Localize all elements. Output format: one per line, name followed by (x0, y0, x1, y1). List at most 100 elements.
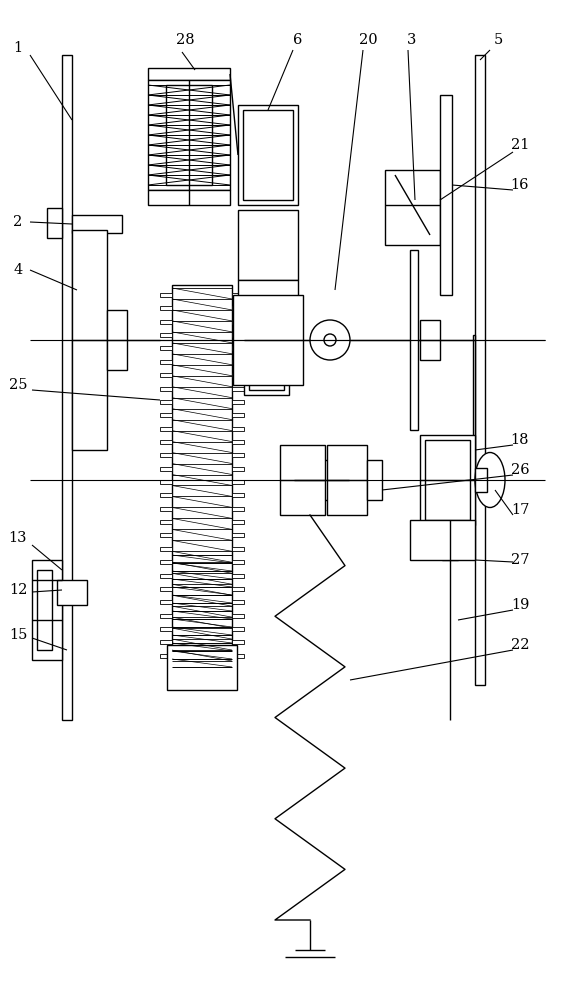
Bar (47, 208, 62, 238)
Bar (232, 480, 244, 484)
Text: 26: 26 (511, 463, 529, 477)
Bar (148, 190, 230, 205)
Bar (349, 470, 359, 490)
Bar (232, 507, 244, 511)
Bar (232, 346, 244, 350)
Bar (160, 386, 172, 390)
Bar (232, 654, 244, 658)
Bar (160, 533, 172, 537)
Text: 3: 3 (407, 33, 416, 47)
Bar (475, 468, 487, 492)
Text: 25: 25 (9, 378, 27, 392)
Bar (160, 587, 172, 591)
Bar (232, 453, 244, 457)
Bar (232, 320, 244, 324)
Bar (280, 445, 325, 515)
Ellipse shape (324, 334, 336, 346)
Bar (57, 580, 87, 605)
Text: 19: 19 (511, 598, 529, 612)
Bar (473, 335, 475, 485)
Bar (238, 210, 298, 280)
Text: 27: 27 (511, 553, 529, 567)
Bar (160, 614, 172, 618)
Bar (232, 400, 244, 404)
Bar (420, 435, 475, 525)
Text: 5: 5 (494, 33, 503, 47)
Bar (232, 560, 244, 564)
Bar (160, 600, 172, 604)
Bar (232, 547, 244, 551)
Bar (232, 627, 244, 631)
Bar (37, 570, 52, 650)
Bar (294, 450, 324, 510)
Bar (160, 413, 172, 417)
Bar (243, 110, 293, 200)
Bar (148, 80, 230, 190)
Bar (160, 373, 172, 377)
Bar (72, 215, 122, 233)
Bar (232, 587, 244, 591)
Bar (160, 547, 172, 551)
Bar (385, 170, 440, 245)
Ellipse shape (310, 320, 350, 360)
Bar (232, 640, 244, 644)
Bar (160, 320, 172, 324)
Bar (160, 627, 172, 631)
Bar (160, 640, 172, 644)
Text: 6: 6 (293, 33, 302, 47)
Bar (160, 574, 172, 578)
Bar (233, 295, 303, 385)
Bar (160, 520, 172, 524)
Bar (232, 427, 244, 431)
Bar (410, 520, 475, 560)
Ellipse shape (475, 452, 505, 508)
Text: 18: 18 (511, 433, 529, 447)
Bar (148, 68, 230, 80)
Text: 28: 28 (176, 33, 194, 47)
Text: 13: 13 (9, 531, 27, 545)
Bar (232, 533, 244, 537)
Bar (166, 85, 212, 185)
Bar (420, 320, 440, 360)
Bar (32, 560, 62, 660)
Bar (160, 560, 172, 564)
Bar (160, 293, 172, 297)
Text: 20: 20 (359, 33, 377, 47)
Text: 2: 2 (13, 215, 22, 229)
Bar (232, 467, 244, 471)
Bar (475, 55, 485, 685)
Text: 17: 17 (511, 503, 529, 517)
Bar (160, 400, 172, 404)
Bar (160, 346, 172, 350)
Bar (232, 293, 244, 297)
Bar (160, 480, 172, 484)
Bar (232, 440, 244, 444)
Bar (232, 413, 244, 417)
Bar (232, 520, 244, 524)
Text: 1: 1 (13, 41, 22, 55)
Text: 22: 22 (511, 638, 529, 652)
Text: 16: 16 (511, 178, 529, 192)
Bar (238, 105, 298, 205)
Bar (249, 290, 284, 390)
Bar (324, 460, 349, 500)
Bar (62, 55, 72, 720)
Bar (160, 360, 172, 364)
Bar (172, 285, 232, 675)
Text: 21: 21 (511, 138, 529, 152)
Bar (160, 427, 172, 431)
Text: 15: 15 (9, 628, 27, 642)
Bar (72, 230, 107, 450)
Bar (440, 95, 452, 295)
Bar (244, 285, 289, 395)
Bar (232, 333, 244, 337)
Bar (160, 507, 172, 511)
Bar (107, 310, 127, 370)
Bar (442, 540, 458, 560)
Bar (232, 373, 244, 377)
Bar (410, 250, 418, 430)
Bar (238, 280, 298, 310)
Bar (232, 600, 244, 604)
Bar (327, 445, 367, 515)
Bar (232, 574, 244, 578)
